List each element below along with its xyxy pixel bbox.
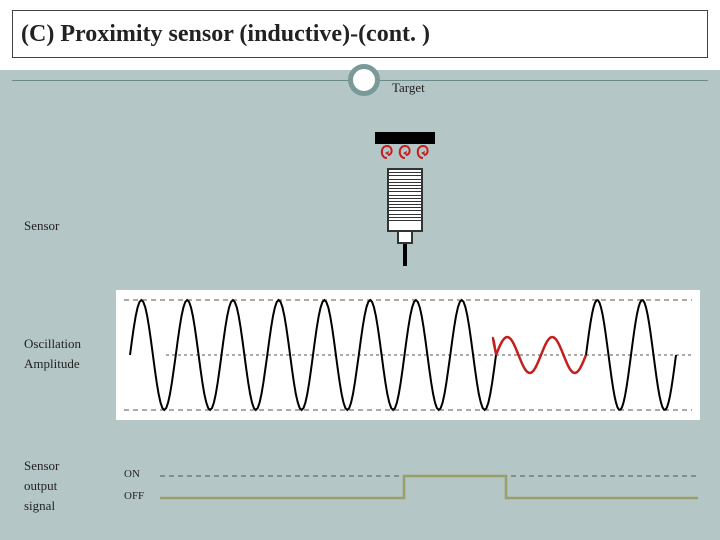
sensor-cap — [397, 232, 413, 244]
output-label-1: Sensor — [24, 458, 59, 474]
sensor-label: Sensor — [24, 218, 59, 234]
oscillation-panel — [116, 290, 700, 420]
target-label: Target — [392, 80, 425, 96]
sensor-coil — [387, 168, 423, 232]
title-ring-icon — [348, 64, 380, 96]
sensor-stem — [403, 244, 407, 266]
oscillation-label-2: Amplitude — [24, 356, 80, 372]
off-label: OFF — [124, 490, 144, 502]
output-label-3: signal — [24, 498, 55, 514]
slide-title: (C) Proximity sensor (inductive)-(cont. … — [21, 21, 430, 48]
on-label: ON — [124, 468, 140, 480]
output-signal-panel — [156, 468, 704, 514]
sensor-diagram — [375, 132, 435, 272]
output-label-2: output — [24, 478, 57, 494]
oscillation-label-1: Oscillation — [24, 336, 81, 352]
title-box: (C) Proximity sensor (inductive)-(cont. … — [12, 10, 708, 58]
